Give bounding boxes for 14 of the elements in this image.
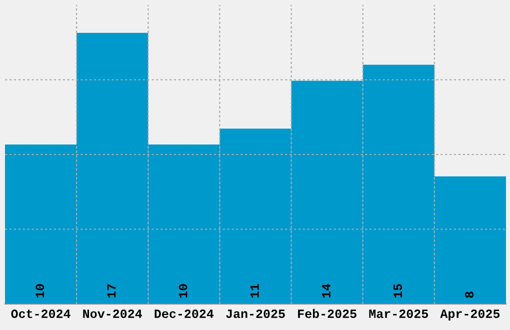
data-label: 8 [465,292,474,298]
x-tick-label: Jan-2025 [226,310,285,318]
x-tick-label: Dec-2024 [154,310,214,318]
x-tick-label: Nov-2024 [83,310,142,318]
data-label: 10 [36,284,44,298]
data-label: 11 [250,284,259,298]
x-tick-label: Feb-2025 [298,308,356,318]
x-tick-label: Mar-2025 [369,310,428,318]
x-tick-label: Oct-2024 [11,310,70,318]
data-label: 14 [322,284,330,298]
data-label: 17 [107,284,116,298]
x-tick-label: Apr-2025 [440,310,500,321]
data-label: 15 [394,284,402,298]
data-label: 10 [178,284,188,298]
